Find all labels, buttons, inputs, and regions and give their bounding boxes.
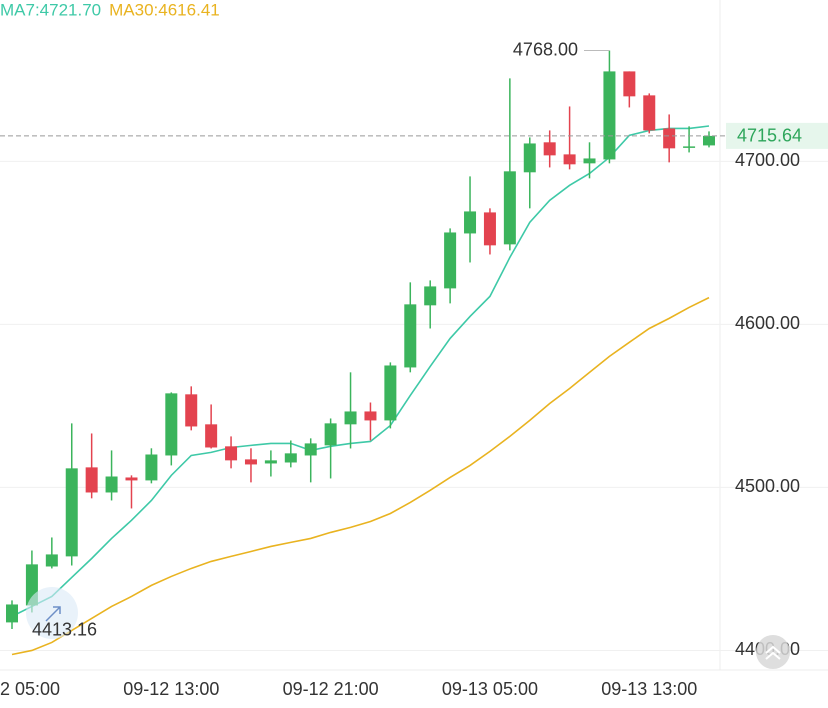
candle-body: [384, 365, 397, 421]
ma-line: [11, 125, 710, 618]
candle-body: [6, 604, 18, 623]
candle-body: [424, 286, 437, 306]
x-tick-label: 09-12 13:00: [123, 679, 219, 699]
y-tick-label: 4700.00: [735, 150, 800, 170]
candle-body: [643, 95, 656, 131]
current-price-label: 4715.64: [737, 126, 802, 146]
high-marker-label: 4768.00: [513, 39, 578, 59]
candle-body: [244, 459, 257, 465]
low-marker-halo: [26, 586, 78, 639]
candle-body: [623, 71, 636, 97]
grid: [0, 0, 828, 671]
candle-body: [703, 135, 715, 146]
candle-body: [205, 424, 218, 448]
candle-body: [165, 393, 178, 456]
candle-body: [563, 154, 576, 165]
scroll-top-icon: [765, 645, 781, 660]
candle-body: [284, 453, 297, 463]
candle-body: [483, 212, 496, 246]
candle-body: [324, 423, 337, 446]
candle-body: [145, 454, 158, 481]
candle-body: [523, 143, 536, 173]
candle-body: [105, 476, 118, 493]
current-price-box: [726, 122, 828, 149]
candle-body: [364, 411, 377, 421]
candle-body: [225, 446, 238, 461]
y-tick-label: 4600.00: [735, 313, 800, 333]
ma-line: [11, 296, 710, 656]
candle-body: [304, 443, 317, 456]
candle-body: [65, 468, 78, 557]
candle-body: [683, 146, 696, 148]
low-marker-arrow: [45, 606, 61, 622]
candle-body: [503, 171, 516, 245]
candle-body: [464, 211, 477, 234]
candle-body: [444, 232, 457, 289]
candle-body: [264, 460, 277, 464]
x-tick-label: 09-12 21:00: [283, 679, 379, 699]
candle-body: [125, 477, 138, 481]
candle-body: [85, 467, 98, 493]
candle-body: [45, 554, 58, 567]
candle-body: [404, 304, 417, 368]
low-marker-label: 4413.16: [32, 620, 97, 640]
y-tick-label: 4500.00: [735, 476, 800, 496]
plot: [0, 50, 726, 656]
x-tick-label: 09-12 05:00: [0, 679, 60, 699]
legend-entry: MA30:4616.41: [109, 0, 220, 19]
candle-body: [543, 142, 556, 156]
candle-body: [25, 564, 38, 606]
candle-body: [603, 71, 616, 160]
candle-body: [663, 128, 676, 149]
candle-body: [185, 394, 198, 427]
legend-entry: MA7:4721.70: [0, 0, 101, 19]
candle-body: [344, 411, 357, 425]
x-tick-label: 09-13 13:00: [601, 679, 697, 699]
candle-body: [583, 158, 596, 164]
x-tick-label: 09-13 05:00: [442, 679, 538, 699]
